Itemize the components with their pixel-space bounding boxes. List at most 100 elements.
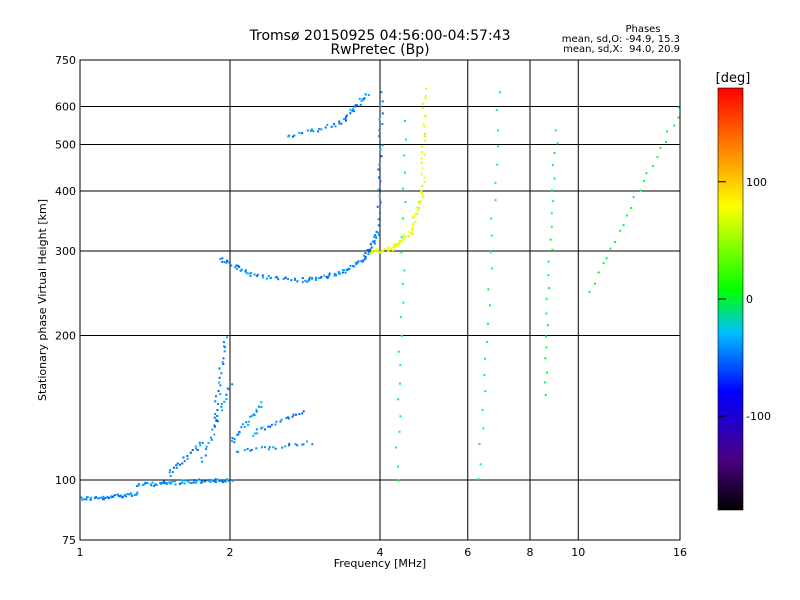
echo-point (371, 251, 374, 254)
echo-point (367, 94, 370, 96)
echo-point (656, 156, 659, 159)
echo-point (294, 277, 296, 280)
echo-point (235, 264, 238, 267)
echo-point (189, 451, 192, 454)
echo-point (421, 167, 424, 170)
echo-point (294, 278, 296, 281)
echo-point (327, 275, 330, 278)
echo-point (225, 393, 228, 396)
echo-point (489, 250, 492, 253)
echo-point (423, 176, 426, 179)
echo-point (418, 207, 421, 209)
echo-point (353, 110, 355, 113)
echo-point (307, 279, 310, 282)
echo-point (355, 263, 358, 266)
echo-point (268, 446, 271, 449)
echo-point (490, 217, 493, 220)
echo-point (377, 233, 380, 236)
echo-point (373, 235, 376, 238)
echo-point (295, 413, 297, 416)
echo-point (373, 242, 376, 245)
x-axis-ticks: 1 2 4 6 8 10 16 (77, 546, 688, 559)
echo-point (379, 250, 382, 253)
echo-point (249, 415, 252, 418)
echo-point (288, 442, 291, 445)
echo-point (224, 480, 227, 483)
echo-point (375, 248, 378, 251)
echo-point (323, 274, 326, 277)
x-tick-label: 6 (464, 546, 471, 559)
echo-point (163, 482, 166, 485)
echo-point (218, 376, 221, 379)
echo-point (402, 238, 405, 241)
echo-point (377, 218, 380, 221)
echo-point (288, 417, 290, 420)
echo-point (281, 446, 284, 449)
echo-point (353, 265, 356, 268)
y-tick-label: 750 (55, 54, 76, 67)
echo-point (275, 420, 278, 423)
echo-point (282, 278, 285, 280)
echo-point (378, 129, 381, 132)
echo-point (199, 444, 202, 447)
echo-point (151, 481, 154, 484)
echo-point (494, 199, 497, 202)
echo-point (221, 257, 224, 260)
echo-point (597, 271, 600, 274)
echo-point (379, 201, 382, 204)
echo-point (312, 130, 315, 133)
echo-point (397, 479, 400, 482)
echo-point (324, 126, 327, 129)
echo-point (258, 405, 260, 408)
echo-point (213, 480, 216, 483)
echo-point (186, 479, 189, 482)
echo-point (544, 381, 547, 384)
echo-point (175, 464, 178, 467)
echo-point (207, 478, 210, 481)
echo-point (356, 261, 359, 264)
echo-point (311, 128, 313, 131)
echo-point (217, 403, 220, 405)
echo-point (198, 441, 201, 444)
echo-point (344, 271, 347, 274)
stats-title: Phases (625, 24, 660, 35)
echo-point (400, 251, 403, 254)
echo-point (484, 390, 487, 393)
echo-point (380, 250, 383, 253)
echo-point (226, 387, 229, 390)
echo-point (252, 413, 255, 416)
echo-point (240, 426, 243, 429)
echo-point (116, 493, 119, 496)
echo-point (205, 445, 208, 448)
echo-point (364, 255, 367, 258)
echo-point (362, 98, 365, 101)
echo-point (296, 444, 299, 447)
echo-point (409, 232, 412, 235)
echo-point (125, 495, 128, 498)
echo-point (216, 420, 219, 423)
echo-point (301, 281, 304, 284)
echo-point (219, 393, 222, 395)
echo-point (112, 494, 115, 497)
echo-point (301, 443, 304, 446)
echo-point (643, 179, 645, 182)
echo-point (368, 251, 370, 254)
echo-point (384, 248, 387, 251)
echo-point (422, 106, 425, 109)
echo-point (549, 238, 552, 241)
echo-point (247, 420, 250, 423)
echo-point (176, 462, 179, 465)
echo-point (404, 235, 407, 238)
echo-point (308, 276, 311, 279)
echo-point (181, 481, 183, 484)
colorbar-tick-label: 0 (746, 293, 753, 306)
echo-point (394, 246, 396, 249)
echo-point (114, 494, 117, 496)
echo-point (203, 480, 206, 483)
echo-point (379, 180, 382, 183)
echo-point (195, 479, 198, 482)
echo-point (546, 324, 549, 327)
echo-point (183, 479, 186, 482)
stats-line-o: mean, sd,O: -94.9, 15.3 (562, 34, 680, 45)
colorbar-tick-label: -100 (746, 410, 771, 423)
